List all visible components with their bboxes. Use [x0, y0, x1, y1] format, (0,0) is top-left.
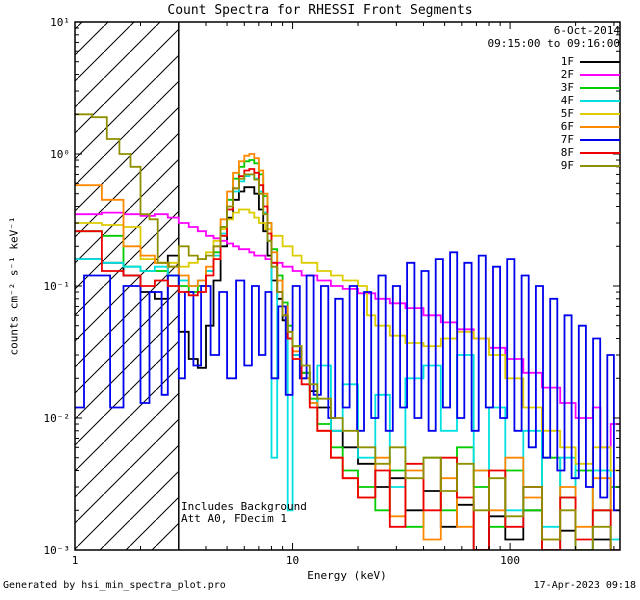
legend-item: 4F — [561, 94, 620, 107]
legend-item: 5F — [561, 107, 620, 120]
legend-item: 3F — [561, 81, 620, 94]
legend-label: 7F — [560, 133, 574, 146]
legend-label: 1F — [560, 55, 574, 68]
series-line-5F — [75, 208, 620, 472]
series-line-7F — [75, 251, 620, 512]
legend-swatch — [580, 164, 620, 167]
legend-label: 5F — [560, 107, 574, 120]
chart-title: Count Spectra for RHESSI Front Segments — [167, 3, 473, 18]
x-axis-label: Energy (keV) — [307, 569, 387, 582]
legend-item: 1F — [561, 55, 620, 68]
legend-item: 8F — [561, 146, 620, 159]
legend-swatch — [580, 125, 620, 128]
legend-label: 2F — [560, 68, 574, 81]
legend-item: 6F — [561, 120, 620, 133]
x-tick-label: 1 — [71, 554, 79, 567]
legend-label: 4F — [560, 94, 574, 107]
legend-swatch — [580, 151, 620, 154]
background-note: Includes Background — [181, 500, 307, 513]
x-tick-label: 100 — [500, 554, 521, 567]
generated-by-text: Generated by hsi_min_spectra_plot.pro — [3, 580, 226, 591]
legend-swatch — [580, 86, 620, 89]
legend-swatch — [580, 112, 620, 115]
legend-label: 3F — [560, 81, 574, 94]
y-tick-label: 10⁻² — [43, 412, 71, 425]
legend-item: 2F — [561, 68, 620, 81]
legend-swatch — [580, 138, 620, 141]
legend-item: 9F — [561, 159, 620, 172]
series-line-2F — [75, 211, 620, 449]
x-tick-label: 10 — [285, 554, 300, 567]
y-tick-label: 10¹ — [50, 16, 70, 29]
series-line-9F — [75, 113, 612, 550]
attenuator-note: Att A0, FDecim 1 — [181, 512, 287, 525]
y-tick-label: 10⁰ — [50, 148, 70, 161]
legend-label: 9F — [560, 159, 574, 172]
legend-swatch — [580, 99, 620, 102]
legend-label: 6F — [560, 120, 574, 133]
y-tick-label: 10⁻¹ — [43, 280, 71, 293]
observation-date: 6-Oct-2014 — [553, 24, 620, 37]
legend-swatch — [580, 73, 620, 76]
legend-item: 7F — [561, 133, 620, 146]
legend: 1F 2F 3F 4F 5F 6F 7F 8F 9F — [561, 55, 620, 172]
plot-timestamp: 17-Apr-2023 09:18 — [533, 580, 636, 591]
observation-time-range: 09:15:00 to 09:16:00 — [487, 37, 620, 50]
legend-swatch — [580, 60, 620, 63]
y-tick-label: 10⁻³ — [43, 544, 71, 557]
legend-label: 8F — [560, 146, 574, 159]
